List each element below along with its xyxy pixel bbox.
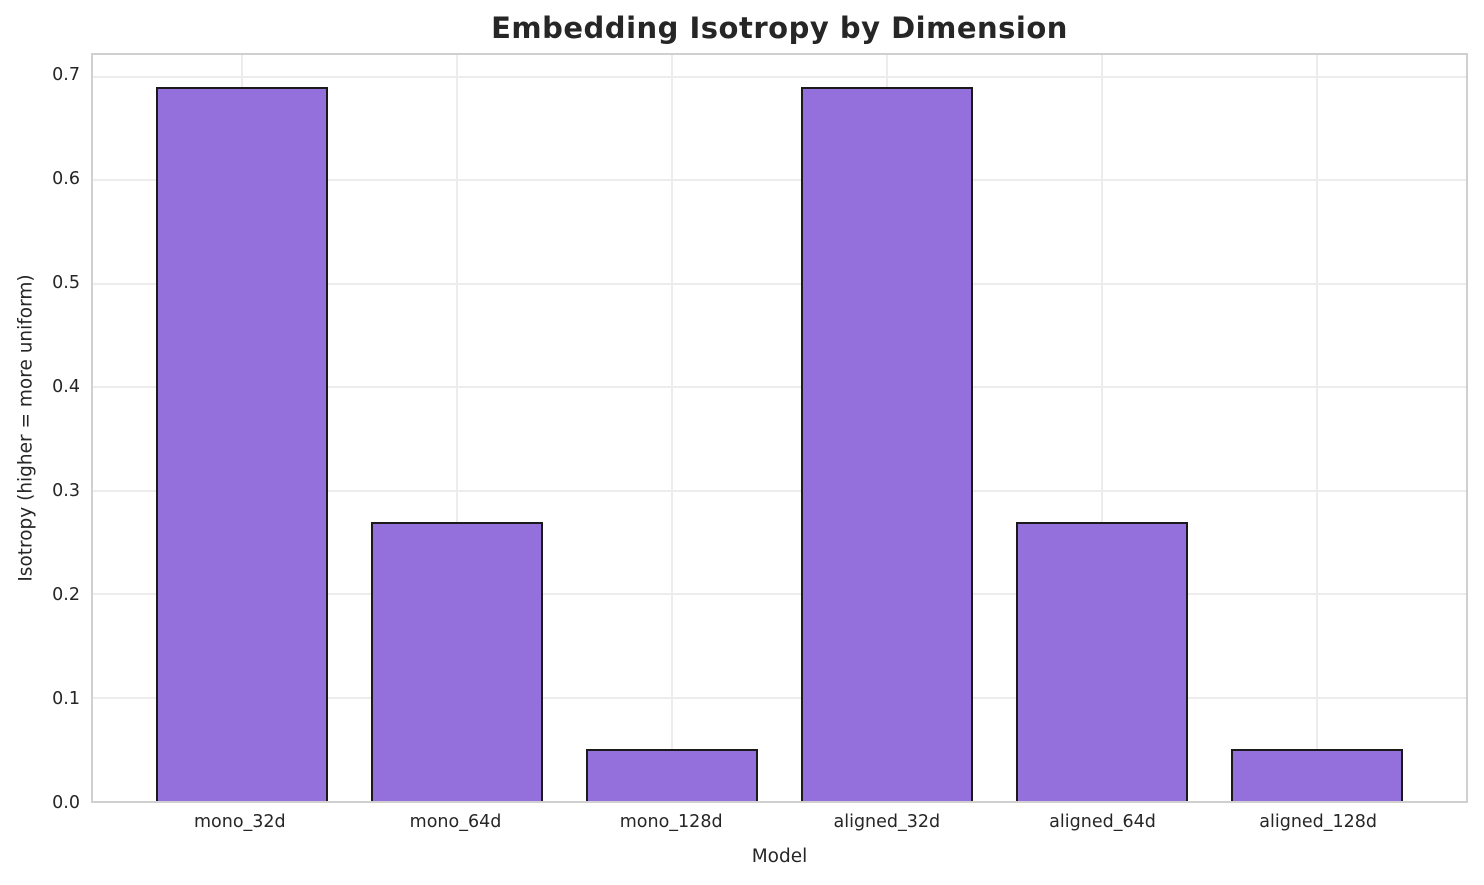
x-tick-label-mono_32d: mono_32d (193, 812, 286, 832)
h-gridline (93, 489, 1466, 492)
bar-aligned_32d (800, 87, 973, 801)
bar-aligned_64d (1015, 521, 1188, 801)
h-gridline (93, 593, 1466, 596)
x-tick-label-mono_128d: mono_128d (619, 812, 723, 832)
h-gridline (93, 179, 1466, 182)
v-gridline (1100, 55, 1103, 801)
x-axis-label: Model (751, 846, 808, 867)
bar-mono_128d (585, 749, 758, 801)
y-tick-label: 0.5 (52, 273, 80, 294)
x-tick-label-mono_64d: mono_64d (409, 812, 502, 832)
y-tick-label: 0.7 (52, 65, 80, 86)
y-tick-label: 0.2 (52, 585, 80, 605)
h-gridline (93, 386, 1466, 389)
plot-inner (134, 55, 1424, 801)
x-tick-label-aligned_32d: aligned_32d (833, 812, 941, 832)
x-tick-label-aligned_128d: aligned_128d (1259, 812, 1378, 832)
y-tick-label: 0.1 (52, 689, 80, 709)
h-gridline (93, 282, 1466, 285)
v-gridline (455, 55, 458, 801)
v-gridline (670, 55, 673, 801)
plot-area (91, 53, 1468, 803)
h-gridline (93, 696, 1466, 699)
y-tick-label: 0.6 (52, 169, 80, 190)
x-tick-label-aligned_64d: aligned_64d (1049, 812, 1156, 832)
bar-mono_32d (155, 87, 328, 801)
bar-mono_64d (370, 521, 543, 801)
v-gridline (1315, 55, 1318, 801)
y-axis-ticks: 0.0 0.1 0.2 0.3 0.4 0.5 0.6 0.7 (8, 53, 80, 813)
x-axis-ticks: mono_32d mono_64d mono_128d aligned_32d alig… (132, 812, 1426, 836)
chart-title: Embedding Isotropy by Dimension (491, 11, 1068, 45)
y-tick-label: 0.3 (52, 481, 80, 502)
bar-aligned_128d (1230, 749, 1403, 801)
h-gridline (93, 75, 1466, 78)
y-tick-label: 0.4 (52, 377, 80, 398)
y-tick-label: 0.0 (52, 793, 80, 813)
